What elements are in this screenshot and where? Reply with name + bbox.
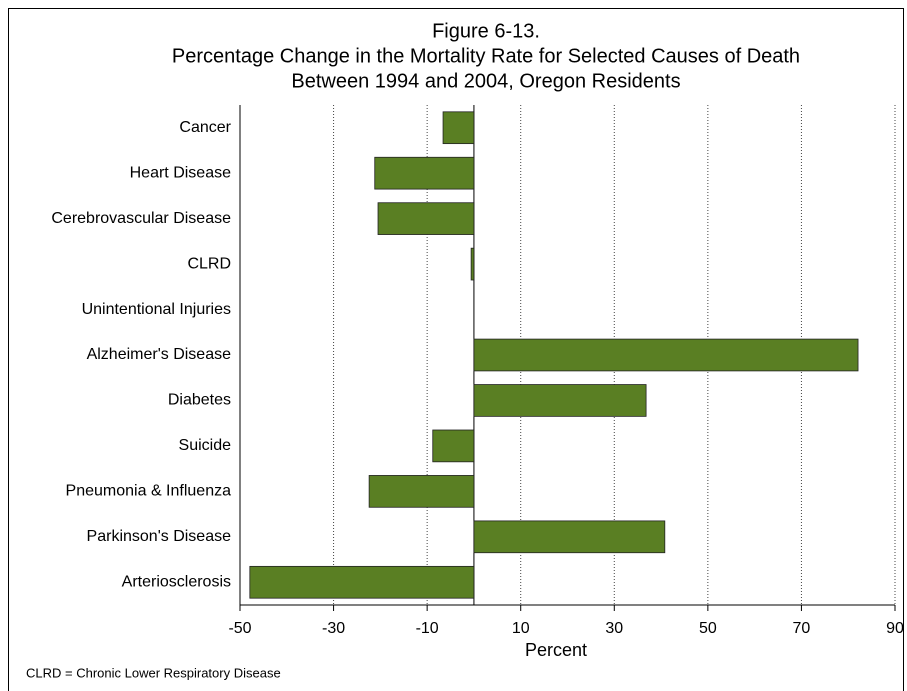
y-tick-label: Suicide <box>179 437 232 454</box>
y-tick-label: Pneumonia & Influenza <box>66 483 232 500</box>
y-tick-label: Unintentional Injuries <box>82 301 231 318</box>
bar <box>377 202 475 235</box>
footnote: CLRD = Chronic Lower Respiratory Disease <box>26 665 281 680</box>
y-tick-label: Arteriosclerosis <box>122 573 231 590</box>
x-tick-label: -50 <box>228 620 251 637</box>
y-tick-label: Cancer <box>179 119 231 136</box>
bar <box>442 111 475 145</box>
x-tick-label: -30 <box>322 620 345 637</box>
bar <box>473 384 647 417</box>
bar <box>473 520 666 554</box>
bar <box>368 475 475 508</box>
bar <box>249 565 475 599</box>
y-tick-label: Alzheimer's Disease <box>87 346 232 363</box>
y-tick-label: CLRD <box>187 255 231 272</box>
bar <box>470 247 475 281</box>
chart-title: Percentage Change in the Mortality Rate … <box>172 45 800 67</box>
y-tick-label: Diabetes <box>168 392 231 409</box>
x-tick-label: 10 <box>512 620 530 637</box>
frame <box>8 8 904 691</box>
x-tick-label: 30 <box>605 620 623 637</box>
x-axis-label: Percent <box>525 640 587 660</box>
y-tick-label: Cerebrovascular Disease <box>51 210 231 227</box>
bar <box>473 338 859 372</box>
x-tick-label: 70 <box>793 620 811 637</box>
y-tick-label: Heart Disease <box>130 164 231 181</box>
chart-title: Figure 6-13. <box>432 20 540 42</box>
bar <box>432 429 475 463</box>
x-tick-label: 50 <box>699 620 717 637</box>
x-tick-label: 90 <box>886 620 904 637</box>
x-tick-label: -10 <box>416 620 439 637</box>
bar <box>374 156 475 190</box>
y-tick-label: Parkinson's Disease <box>87 528 232 545</box>
chart-title: Between 1994 and 2004, Oregon Residents <box>291 70 680 92</box>
